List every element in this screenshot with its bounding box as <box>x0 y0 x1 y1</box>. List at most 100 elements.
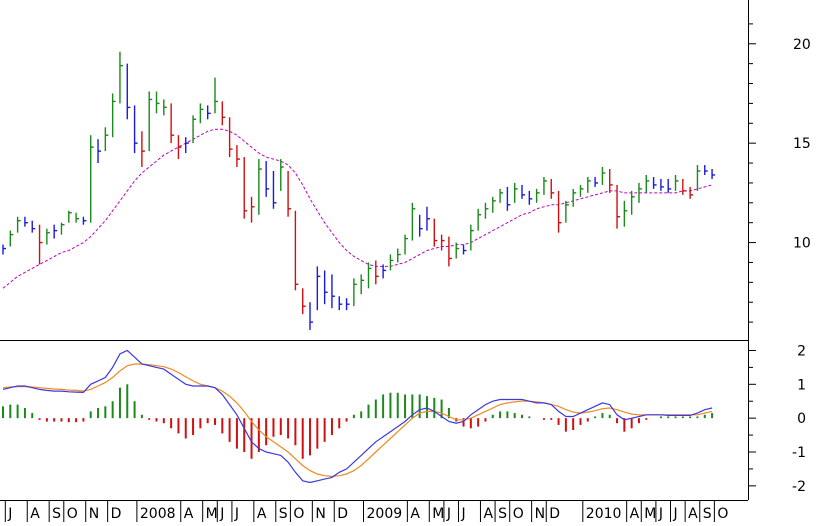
ohlc-bar <box>111 93 116 138</box>
ohlc-bar <box>470 224 474 251</box>
x-axis-label: O <box>717 506 728 522</box>
ohlc-bar <box>9 230 14 247</box>
ohlc-bar <box>440 234 445 251</box>
price-y-tick-label: 10 <box>793 236 811 252</box>
ohlc-bar <box>499 188 504 203</box>
ohlc-bar <box>630 190 635 215</box>
ohlc-bar <box>133 105 138 154</box>
ohlc-bar <box>265 161 270 197</box>
x-axis-label: N <box>89 506 99 522</box>
ohlc-bar <box>565 200 569 223</box>
macd-y-tick-label: 0 <box>797 411 806 427</box>
ohlc-bar <box>514 182 518 203</box>
ohlc-bar <box>594 176 599 187</box>
x-axis-label: J <box>446 506 451 522</box>
ohlc-bar <box>521 184 526 199</box>
ohlc-bar <box>572 188 577 207</box>
macd-panel <box>2 349 714 484</box>
moving-average-line <box>2 128 713 289</box>
x-axis-label: 2010 <box>586 506 622 522</box>
ohlc-bar <box>484 202 489 219</box>
price-y-tick-label: 20 <box>793 37 811 53</box>
macd-y-tick-label: 2 <box>797 343 806 359</box>
x-axis-label: J <box>461 506 466 522</box>
ohlc-bar <box>433 218 438 247</box>
ohlc-bar <box>652 176 657 189</box>
x-axis-label: S <box>279 506 288 522</box>
ohlc-bar <box>331 274 335 309</box>
ohlc-bar <box>411 202 416 241</box>
x-axis-label: J <box>219 506 224 522</box>
ohlc-bar <box>353 278 357 307</box>
ohlc-bar <box>302 288 306 315</box>
x-axis-label: D <box>111 506 122 522</box>
ohlc-bar <box>682 178 686 195</box>
ohlc-bar <box>543 176 547 195</box>
x-axis-label: N <box>315 506 325 522</box>
ohlc-bar <box>250 196 255 223</box>
ohlc-bar <box>199 103 204 124</box>
ohlc-bar <box>623 200 628 227</box>
x-axis-label: D <box>337 506 348 522</box>
ohlc-bar <box>638 182 642 203</box>
ohlc-bar <box>689 186 694 199</box>
ohlc-bar <box>280 159 284 191</box>
ohlc-bar <box>645 174 650 193</box>
x-axis-label: A <box>257 506 267 522</box>
ohlc-bar <box>418 214 423 237</box>
ohlc-bar <box>579 184 584 197</box>
ohlc-bar <box>163 99 167 116</box>
ohlc-bar <box>60 222 65 235</box>
macd-line <box>2 349 713 484</box>
x-axis-label: J <box>658 506 663 522</box>
ohlc-bar <box>711 169 716 179</box>
ohlc-bar <box>206 105 211 120</box>
ohlc-bar <box>535 188 540 203</box>
ohlc-bar <box>550 178 555 199</box>
ohlc-bar <box>141 131 145 168</box>
macd-y-tick-label: -1 <box>792 445 806 461</box>
ohlc-bar <box>506 186 511 211</box>
signal-line <box>2 363 713 478</box>
x-axis-label: J <box>673 506 678 522</box>
x-axis-label: A <box>483 506 493 522</box>
ohlc-bar <box>674 174 679 191</box>
ohlc-bar <box>557 190 562 233</box>
ohlc-bar <box>696 165 701 191</box>
ohlc-bar <box>287 171 292 217</box>
ohlc-bar <box>667 178 672 193</box>
ohlc-bar <box>455 242 460 259</box>
ohlc-bar <box>360 274 365 295</box>
x-axis-label: S <box>703 506 712 522</box>
x-axis-label: S <box>498 506 507 522</box>
x-axis-label: D <box>549 506 560 522</box>
x-axis-label: A <box>184 506 194 522</box>
ohlc-bar <box>53 224 58 239</box>
ohlc-bar <box>236 145 240 168</box>
ohlc-bar <box>426 206 430 231</box>
macd-y-tick-label: 1 <box>797 377 806 393</box>
x-axis-label: J <box>7 506 12 522</box>
price-y-tick-label: 15 <box>793 136 811 152</box>
ohlc-bar <box>704 165 708 175</box>
x-axis-label: A <box>630 506 640 522</box>
ohlc-bar <box>75 212 80 223</box>
x-axis-label: A <box>30 506 40 522</box>
ohlc-bar <box>97 139 102 164</box>
ohlc-bar <box>609 169 613 193</box>
ohlc-bar <box>119 51 123 104</box>
ohlc-bar <box>462 244 467 255</box>
ohlc-bar <box>2 244 6 255</box>
x-axis-label: 2009 <box>367 506 403 522</box>
x-axis-label: M <box>432 506 444 522</box>
x-axis-label: 2008 <box>140 506 176 522</box>
ohlc-bar <box>16 216 21 233</box>
ohlc-bar <box>170 103 175 144</box>
ohlc-bar <box>46 228 50 245</box>
ohlc-bar <box>228 117 233 158</box>
ohlc-bar <box>345 298 350 311</box>
ohlc-bar <box>272 171 277 209</box>
